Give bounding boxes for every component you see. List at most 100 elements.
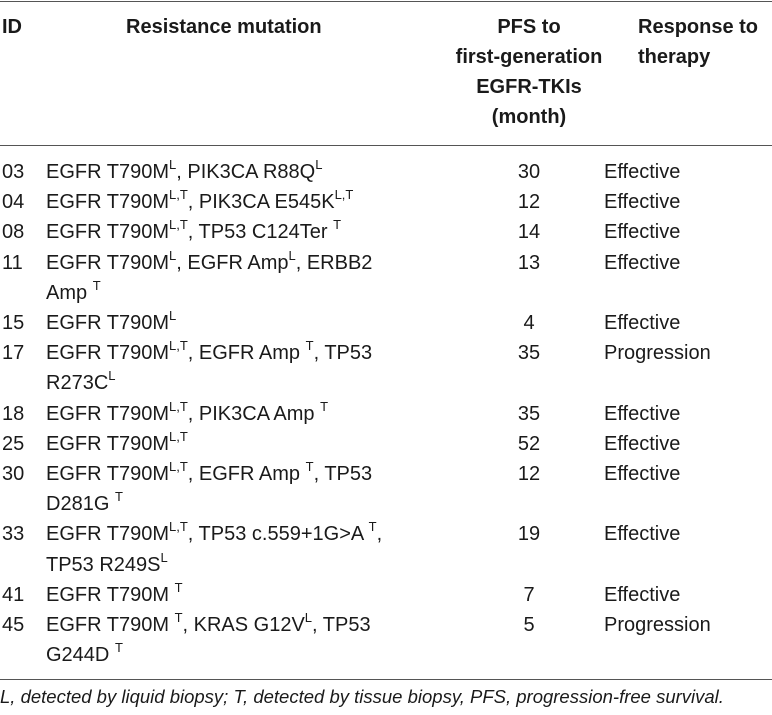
mutation-text: , ERBB2 xyxy=(295,251,373,274)
header-bottom-rule xyxy=(0,145,772,146)
mutation-text: , EGFR Amp xyxy=(176,251,289,274)
detection-source-marker: L,T xyxy=(169,398,188,414)
mutation-text: , KRAS G12V xyxy=(182,614,305,637)
detection-source-marker: T xyxy=(114,640,123,656)
cell-pfs: 52 xyxy=(517,432,541,455)
detection-source-marker: L xyxy=(288,247,296,263)
cell-resistance-mutation: EGFR T790ML, PIK3CA R88QL xyxy=(46,157,454,187)
detection-source-marker: T xyxy=(174,610,183,626)
cell-response: Effective xyxy=(604,161,681,183)
cell-response: Effective xyxy=(604,583,681,606)
header-pfs-line: first-generation xyxy=(455,46,603,68)
detection-source-marker: L xyxy=(108,368,116,384)
mutation-text: EGFR T790M xyxy=(46,402,169,425)
mutation-text: , PIK3CA E545K xyxy=(187,191,335,214)
mutation-line: Amp T xyxy=(46,278,454,308)
cell-response: Effective xyxy=(604,523,681,546)
detection-source-marker: T xyxy=(333,217,342,233)
detection-source-marker: T xyxy=(305,459,314,475)
cell-resistance-mutation: EGFR T790ML,T, TP53 c.559+1G>A T, TP53 R2… xyxy=(46,519,454,579)
cell-id: 18 xyxy=(2,402,25,425)
mutation-text: EGFR T790M xyxy=(46,251,169,274)
mutation-text: EGFR T790M xyxy=(46,523,169,546)
table-row: 11 EGFR T790ML, EGFR AmpL, ERBB2 Amp T 13 Ef… xyxy=(0,248,772,308)
cell-pfs: 30 xyxy=(517,161,541,183)
mutation-text: EGFR T790M xyxy=(46,614,175,637)
cell-id: 17 xyxy=(2,342,25,365)
mutation-line: EGFR T790ML,T, EGFR Amp T, TP53 xyxy=(46,459,454,489)
mutation-text: , PIK3CA R88Q xyxy=(176,161,316,183)
mutation-line: EGFR T790ML,T, PIK3CA Amp T xyxy=(46,399,454,429)
cell-id: 33 xyxy=(2,523,25,546)
cell-response: Effective xyxy=(604,463,681,486)
cell-pfs: 14 xyxy=(517,221,541,244)
mutation-line: TP53 R249SL xyxy=(46,550,454,580)
cell-response: Effective xyxy=(604,402,681,425)
detection-source-marker: L,T xyxy=(169,459,188,475)
mutation-line: EGFR T790ML xyxy=(46,308,454,338)
mutation-text: EGFR T790M xyxy=(46,161,169,183)
detection-source-marker: T xyxy=(305,338,314,354)
mutation-line: EGFR T790M T, KRAS G12VL, TP53 xyxy=(46,610,454,640)
cell-pfs: 35 xyxy=(517,342,541,365)
cell-pfs: 19 xyxy=(517,523,541,546)
detection-source-marker: L,T xyxy=(169,187,188,203)
mutation-text: , EGFR Amp xyxy=(187,463,306,486)
mutation-line: D281G T xyxy=(46,489,454,519)
table-top-rule xyxy=(0,1,772,2)
cell-resistance-mutation: EGFR T790ML,T, EGFR Amp T, TP53 D281G T xyxy=(46,459,454,519)
cell-response: Effective xyxy=(604,221,681,244)
table-row: 33 EGFR T790ML,T, TP53 c.559+1G>A T, TP53 … xyxy=(0,519,772,579)
cell-id: 04 xyxy=(2,191,25,214)
cell-response: Effective xyxy=(604,432,681,455)
detection-source-marker: T xyxy=(368,519,377,535)
detection-source-marker: L,T xyxy=(169,428,188,444)
cell-response: Progression xyxy=(604,614,711,637)
cell-pfs: 4 xyxy=(523,312,535,335)
cell-pfs: 35 xyxy=(517,402,541,425)
mutation-line: EGFR T790ML,T, EGFR Amp T, TP53 xyxy=(46,338,454,368)
mutation-text: D281G xyxy=(46,493,115,516)
mutation-line: EGFR T790ML, PIK3CA R88QL xyxy=(46,157,454,187)
cell-id: 08 xyxy=(2,221,25,244)
cell-id: 30 xyxy=(2,463,25,486)
mutation-text: , xyxy=(376,523,383,546)
table-row: 30 EGFR T790ML,T, EGFR Amp T, TP53 D281G T… xyxy=(0,459,772,519)
table-row: 25 EGFR T790ML,T 52 Effective xyxy=(0,429,772,459)
cell-resistance-mutation: EGFR T790ML,T, TP53 C124Ter T xyxy=(46,217,454,247)
cell-resistance-mutation: EGFR T790ML,T, PIK3CA E545KL,T xyxy=(46,187,454,217)
cell-resistance-mutation: EGFR T790ML,T, PIK3CA Amp T xyxy=(46,399,454,429)
mutation-text: Amp xyxy=(46,281,93,304)
table-row: 04 EGFR T790ML,T, PIK3CA E545KL,T 12 Effect… xyxy=(0,187,772,217)
cell-resistance-mutation: EGFR T790ML xyxy=(46,308,454,338)
cell-response: Effective xyxy=(604,312,681,335)
detection-source-marker: T xyxy=(114,489,123,505)
detection-source-marker: L,T xyxy=(334,187,354,203)
header-response: Response to therapy xyxy=(638,12,758,72)
cell-id: 03 xyxy=(2,161,25,183)
header-pfs-line: (month) xyxy=(491,106,567,128)
cell-pfs: 12 xyxy=(517,463,541,486)
table-body: 03 EGFR T790ML, PIK3CA R88QL 30 Effective 04… xyxy=(0,157,772,670)
cell-pfs: 7 xyxy=(523,583,535,606)
mutation-text: , TP53 c.559+1G>A xyxy=(187,523,369,546)
detection-source-marker: L xyxy=(304,610,313,626)
mutation-text: , TP53 xyxy=(313,463,373,486)
table-row: 03 EGFR T790ML, PIK3CA R88QL 30 Effective xyxy=(0,157,772,187)
cell-resistance-mutation: EGFR T790ML,T xyxy=(46,429,454,459)
cell-pfs: 5 xyxy=(523,614,535,637)
detection-source-marker: L,T xyxy=(169,217,188,233)
mutation-text: EGFR T790M xyxy=(46,583,175,606)
cell-response: Progression xyxy=(604,342,711,365)
detection-source-marker: T xyxy=(320,398,329,414)
mutation-table: 03 EGFR T790ML, PIK3CA R88QL 30 Effective 04… xyxy=(0,157,772,670)
mutation-text: EGFR T790M xyxy=(46,463,169,486)
cell-id: 15 xyxy=(2,312,25,335)
table-row: 15 EGFR T790ML 4 Effective xyxy=(0,308,772,338)
cell-id: 25 xyxy=(2,432,25,455)
mutation-text: , EGFR Amp xyxy=(187,342,306,365)
table-row: 08 EGFR T790ML,T, TP53 C124Ter T 14 Effecti… xyxy=(0,217,772,247)
mutation-text: EGFR T790M xyxy=(46,191,169,214)
cell-id: 11 xyxy=(2,251,23,274)
